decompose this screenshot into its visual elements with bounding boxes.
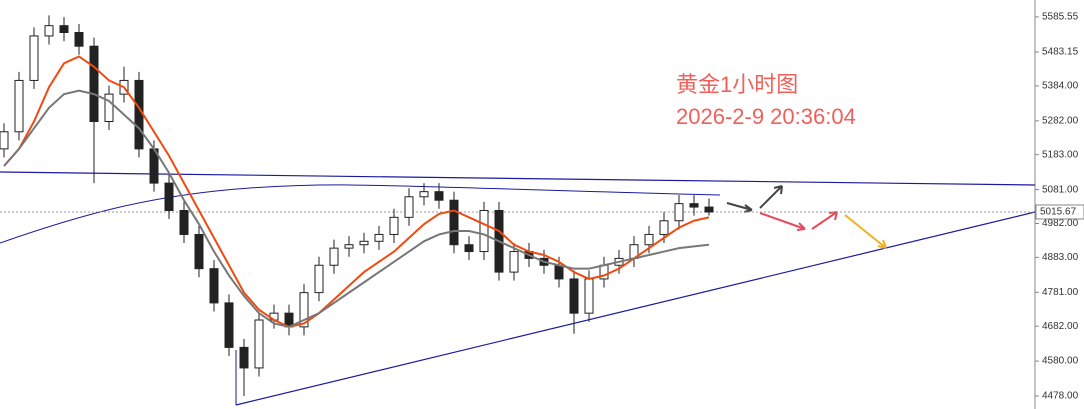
chart-subtitle: 2026-2-9 20:36:04 (676, 104, 856, 129)
candle-body (644, 233, 654, 246)
candle-body (689, 203, 699, 208)
support-line (235, 211, 1036, 406)
y-tick-label: 4580.00 (1042, 356, 1079, 367)
candle-body (299, 292, 309, 328)
candle-body (434, 191, 444, 201)
candle-body (464, 244, 474, 253)
moving-average (3, 55, 710, 328)
candle-body (164, 182, 174, 211)
candle-body (569, 278, 579, 314)
candle-body (389, 216, 399, 235)
y-tick-label: 4682.00 (1042, 321, 1079, 332)
candle-body (239, 346, 249, 369)
candle-body (44, 25, 54, 37)
candle-body (209, 268, 219, 304)
candle-body (509, 251, 519, 273)
y-tick-label: 5183.00 (1042, 149, 1079, 160)
candle-body (194, 233, 204, 270)
candle-body (224, 302, 234, 348)
y-tick-label: 5585.55 (1042, 12, 1079, 23)
candle-body (314, 264, 324, 294)
y-tick-label: 5081.00 (1042, 184, 1079, 195)
candle-body (359, 240, 369, 246)
y-tick-label: 4478.00 (1042, 391, 1079, 402)
y-tick-label: 5483.15 (1042, 47, 1079, 58)
slow-average (0, 184, 721, 244)
candle-body (59, 25, 69, 34)
candle-body (104, 93, 114, 123)
candle-body (179, 209, 189, 235)
moving-average (3, 89, 710, 328)
y-tick-label: 5282.00 (1042, 115, 1079, 126)
candle-body (449, 199, 459, 246)
candle-body (254, 319, 264, 369)
forecast-arrows (726, 185, 887, 249)
candle-body (584, 278, 594, 314)
candle-body (0, 131, 9, 150)
price-label: 5015.67 (1040, 207, 1077, 218)
candle-body (89, 45, 99, 123)
candle-body (404, 196, 414, 218)
candle-body (329, 247, 339, 266)
candle-body (134, 79, 144, 150)
y-tick-label: 4982.00 (1042, 218, 1079, 229)
candle-body (419, 191, 429, 198)
candle-body (659, 220, 669, 235)
y-tick-label: 4883.00 (1042, 252, 1079, 263)
y-tick-label: 5384.00 (1042, 81, 1079, 92)
resistance-line (0, 171, 1036, 186)
candle-body (14, 79, 24, 133)
candle-body (674, 203, 684, 222)
candle-body (74, 32, 84, 47)
candle-body (374, 233, 384, 242)
candle-body (344, 244, 354, 249)
y-tick-label: 4781.00 (1042, 287, 1079, 298)
candle-body (29, 35, 39, 81)
candle-body (554, 264, 564, 280)
candle-body (704, 206, 714, 213)
chart-title: 黄金1小时图 (676, 72, 798, 97)
candle-body (479, 209, 489, 253)
price-box (1035, 204, 1084, 220)
